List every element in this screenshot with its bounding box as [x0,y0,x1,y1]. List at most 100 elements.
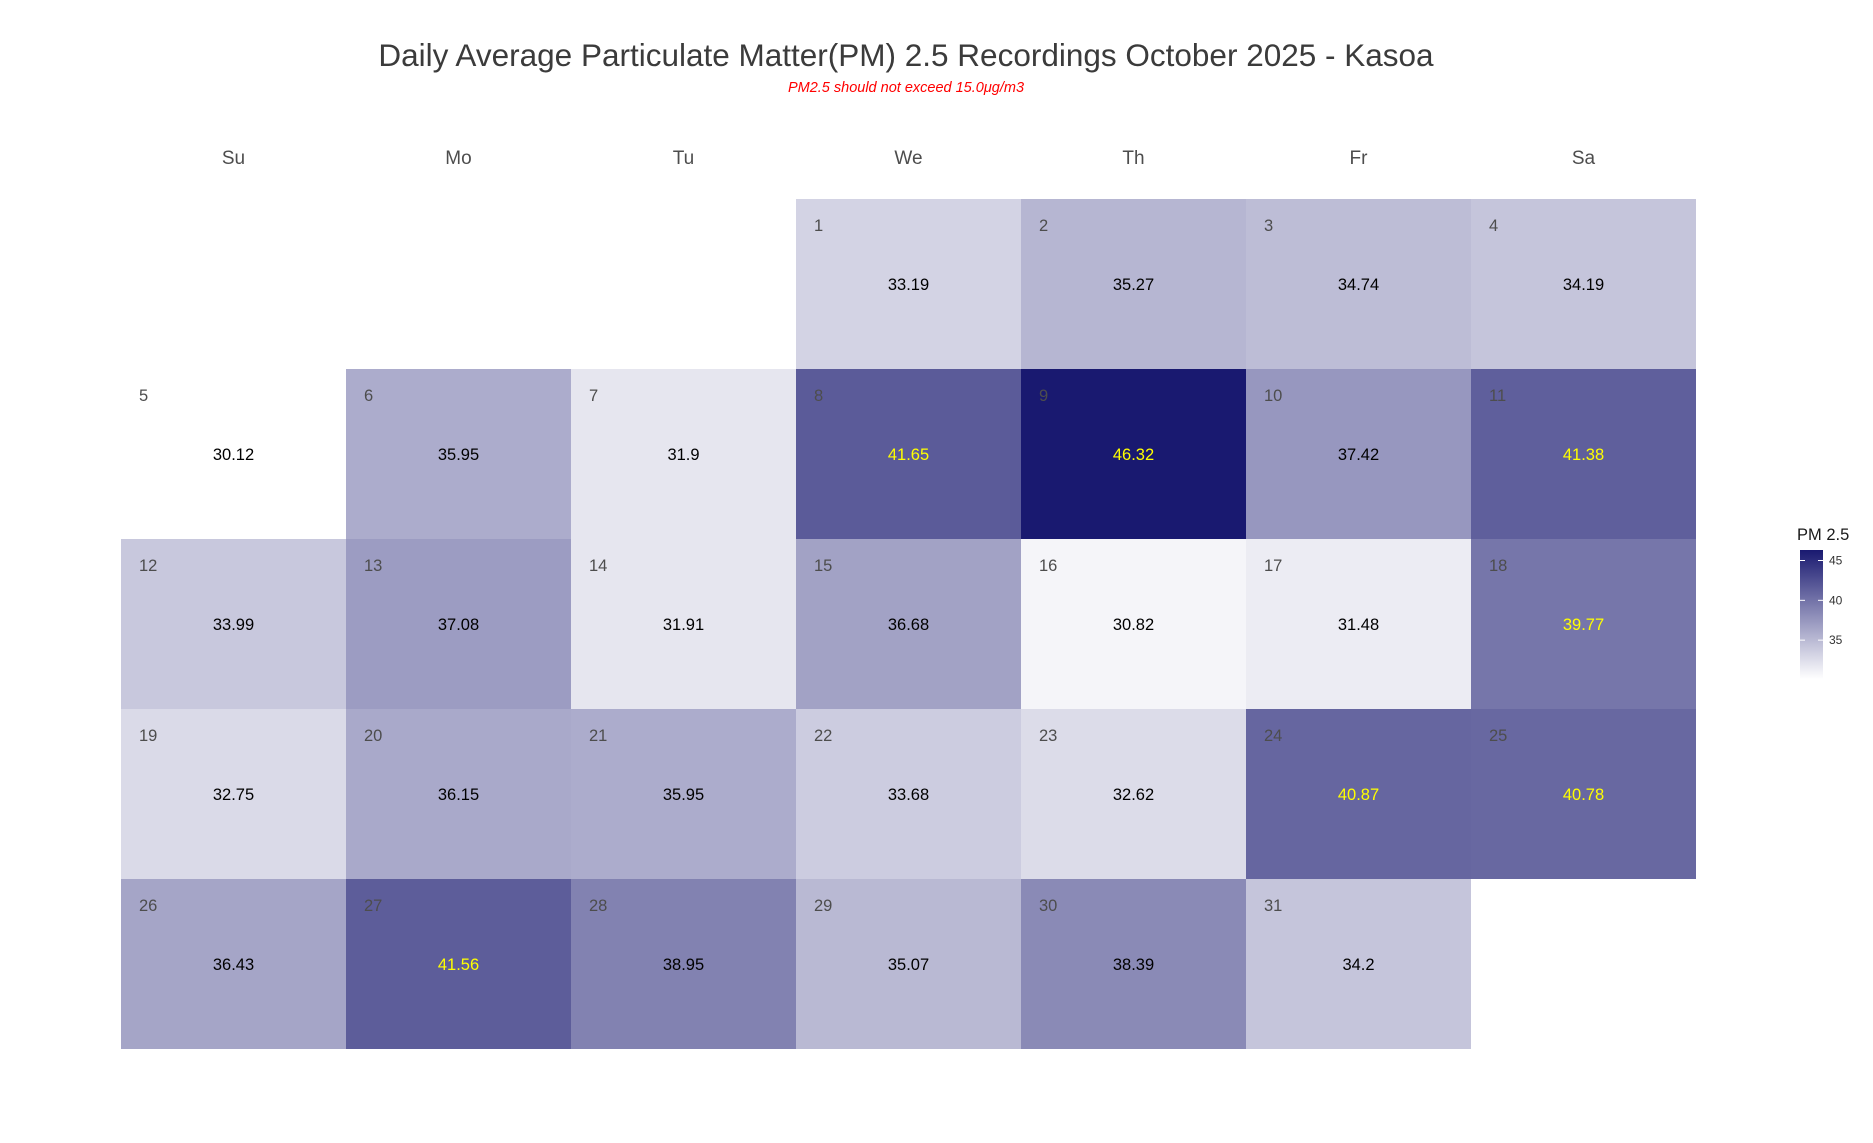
weekday-label-sa: Sa [1572,148,1596,169]
day-tile [1021,539,1246,709]
day-value: 46.32 [1113,446,1154,464]
day-number: 18 [1489,557,1507,575]
day-cell-8: 841.65 [796,369,1021,539]
day-tile [796,369,1021,539]
day-tile [796,879,1021,1049]
day-tile [796,709,1021,879]
day-tile [346,709,571,879]
day-cell-19: 19 32.75 [121,709,346,879]
day-number: 29 [814,897,832,915]
day-value: 36.68 [888,616,929,634]
day-tile [1021,369,1246,539]
day-tile [346,369,571,539]
legend-ticks: 35 40 45 [1800,554,1843,647]
day-number: 30 [1039,897,1057,915]
day-tile [346,879,571,1049]
day-number: 9 [1039,387,1048,405]
color-legend: PM 2.5 35 40 45 [1797,526,1849,679]
day-tile [121,539,346,709]
day-value: 32.75 [213,786,254,804]
day-cell-27: 27 41.56 [346,879,571,1049]
day-number: 14 [589,557,607,575]
day-value: 39.77 [1563,616,1604,634]
day-value: 37.42 [1338,446,1379,464]
weekday-label-we: We [894,148,922,169]
day-cell-21: 21 35.95 [571,709,796,879]
day-cell-14: 14 31.91 [571,539,796,709]
day-number: 12 [139,557,157,575]
day-number: 15 [814,557,832,575]
day-cell-13: 13 37.08 [346,539,571,709]
day-cell-15: 15 36.68 [796,539,1021,709]
day-tile [1471,199,1696,369]
day-cell-7: 731.9 [571,369,796,539]
day-value: 35.07 [888,956,929,974]
day-value: 33.99 [213,616,254,634]
day-value: 41.56 [438,956,479,974]
day-number: 31 [1264,897,1282,915]
day-cell-16: 16 30.82 [1021,539,1246,709]
day-value: 32.62 [1113,786,1154,804]
weekday-label-fr: Fr [1350,148,1369,169]
day-value: 30.82 [1113,616,1154,634]
day-cell-23: 23 32.62 [1021,709,1246,879]
day-number: 23 [1039,727,1057,745]
day-tile [121,369,346,539]
day-value: 31.91 [663,616,704,634]
day-cell-2: 235.27 [1021,199,1246,369]
day-value: 41.65 [888,446,929,464]
day-tile [121,879,346,1049]
day-number: 1 [814,217,823,235]
day-cell-11: 11 41.38 [1471,369,1696,539]
day-tile [1471,709,1696,879]
day-cell-4: 434.19 [1471,199,1696,369]
chart-subtitle: PM2.5 should not exceed 15.0μg/m3 [788,80,1024,96]
day-number: 25 [1489,727,1507,745]
day-value: 34.2 [1342,956,1374,974]
day-tile [1471,369,1696,539]
day-cell-30: 30 38.39 [1021,879,1246,1049]
day-number: 19 [139,727,157,745]
day-tile [571,709,796,879]
day-number: 24 [1264,727,1282,745]
day-tile [1021,709,1246,879]
day-number: 20 [364,727,382,745]
day-number: 4 [1489,217,1498,235]
day-value: 30.12 [213,446,254,464]
weekday-label-su: Su [222,148,245,169]
day-tile [796,539,1021,709]
day-tile [346,539,571,709]
day-cell-31: 31 34.2 [1246,879,1471,1049]
day-number: 17 [1264,557,1282,575]
day-tile [1246,709,1471,879]
day-cell-17: 17 31.48 [1246,539,1471,709]
day-number: 21 [589,727,607,745]
day-tile [1246,369,1471,539]
day-cell-24: 24 40.87 [1246,709,1471,879]
day-value: 38.39 [1113,956,1154,974]
day-cell-1: 133.19 [796,199,1021,369]
day-tile [1021,879,1246,1049]
day-cell-25: 25 40.78 [1471,709,1696,879]
day-number: 11 [1489,387,1506,405]
chart-title: Daily Average Particulate Matter(PM) 2.5… [378,37,1434,73]
day-number: 27 [364,897,382,915]
day-value: 36.43 [213,956,254,974]
day-number: 3 [1264,217,1273,235]
day-tile [796,199,1021,369]
day-cell-26: 26 36.43 [121,879,346,1049]
legend-tick-label: 40 [1829,593,1843,607]
legend-tick-label: 35 [1829,633,1843,647]
day-cell-29: 29 35.07 [796,879,1021,1049]
weekday-label-th: Th [1122,148,1144,169]
day-number: 26 [139,897,157,915]
day-tile [121,709,346,879]
day-tile [1021,199,1246,369]
day-number: 6 [364,387,373,405]
day-tile [1471,539,1696,709]
day-cell-18: 18 39.77 [1471,539,1696,709]
day-cell-5: 530.12 [121,369,346,539]
day-number: 2 [1039,217,1048,235]
day-number: 22 [814,727,832,745]
